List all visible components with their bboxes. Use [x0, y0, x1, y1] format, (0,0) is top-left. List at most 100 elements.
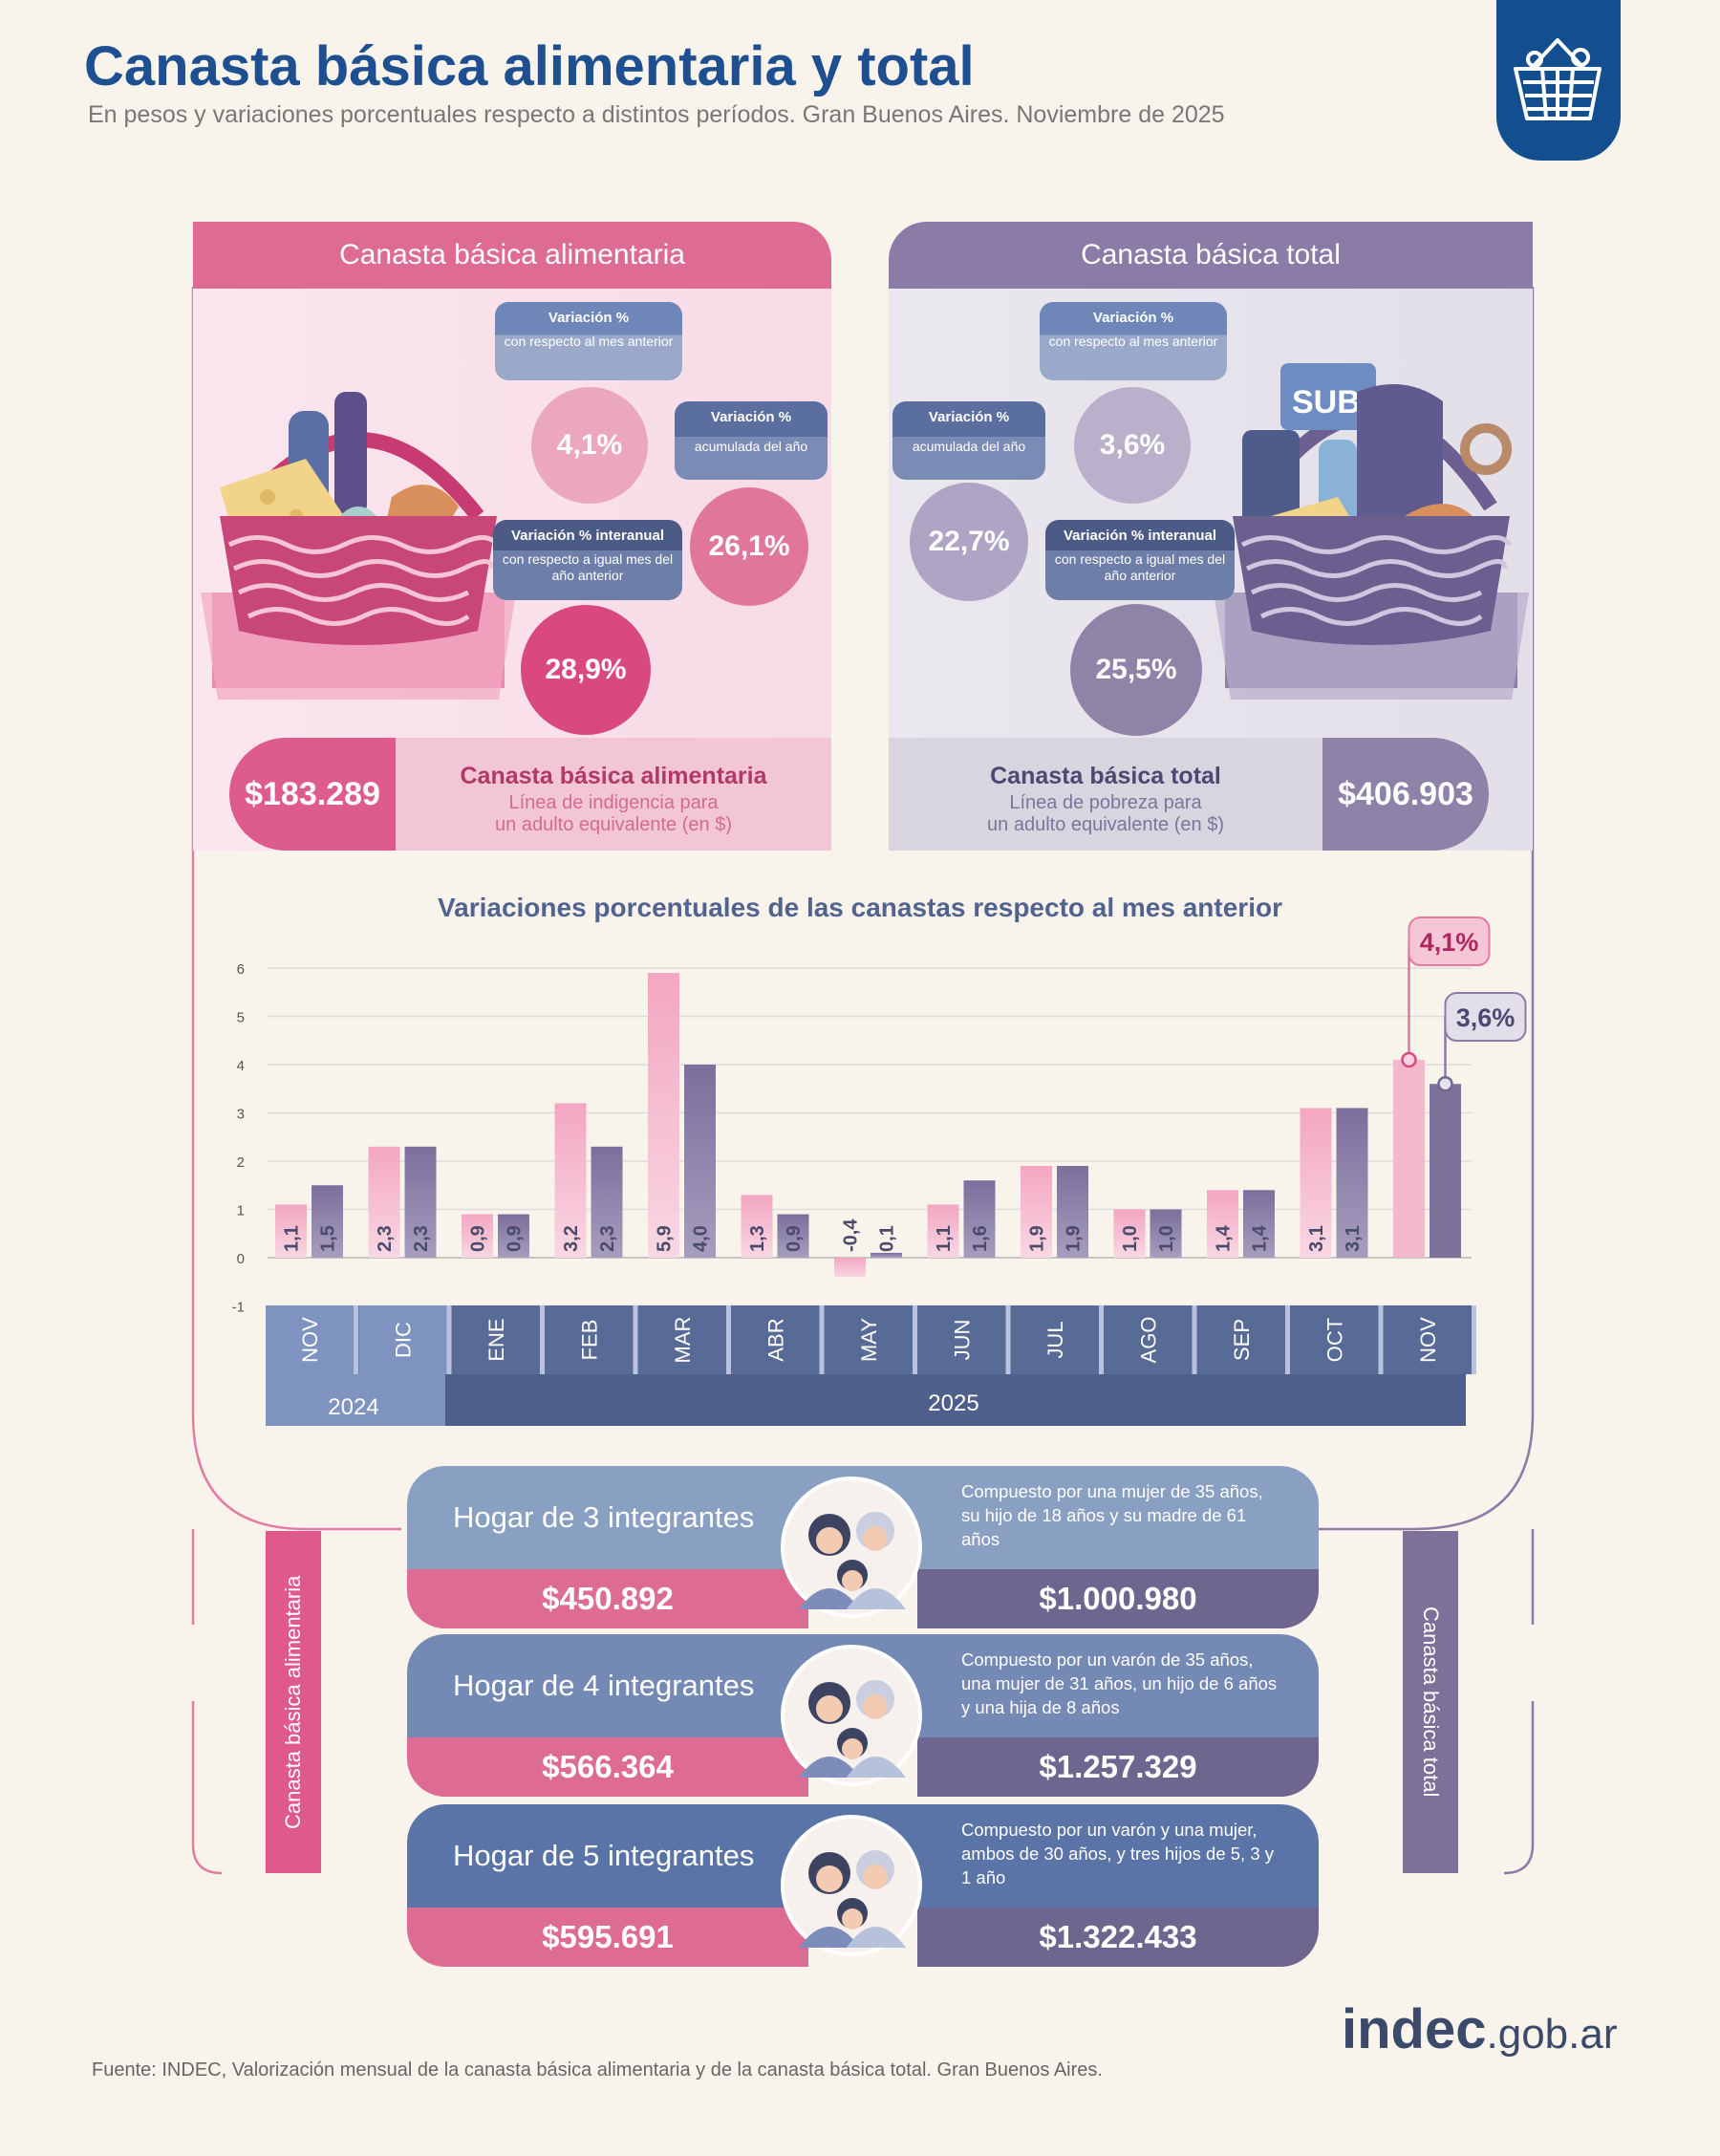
household-cba: $566.364	[407, 1737, 808, 1797]
month-cell	[1290, 1305, 1379, 1374]
month-divider	[1472, 1305, 1476, 1374]
food-basket-illustration	[201, 392, 516, 700]
total-yoy-tag: Variación % interanual con respecto a ig…	[1045, 520, 1235, 600]
callout-marker	[1437, 1075, 1453, 1092]
month-label: MAY	[857, 1318, 881, 1362]
alimentaria-ytd-bubble: 26,1%	[690, 487, 808, 606]
total-yoy-sub: con respecto a igual mes del año anterio…	[1054, 551, 1226, 583]
y-tick-label: 3	[237, 1107, 245, 1123]
bar	[368, 1146, 400, 1258]
year-label: 2025	[928, 1391, 978, 1416]
alimentaria-price-line1: Línea de indigencia para	[508, 792, 719, 813]
alimentaria-yoy-label: Variación % interanual	[510, 528, 665, 544]
bar	[871, 1252, 902, 1258]
bar	[1393, 1059, 1425, 1258]
y-tick-label: -1	[232, 1300, 245, 1316]
total-price-title: Canasta básica total	[990, 763, 1221, 789]
month-cell	[545, 1305, 634, 1374]
month-divider	[446, 1305, 452, 1374]
callout-box	[1444, 992, 1527, 1042]
household-description: Compuesto por un varón de 35 años, una m…	[961, 1649, 1278, 1717]
bar-value-label: 1,6	[970, 1225, 991, 1252]
callout-label: 3,6%	[1456, 1003, 1516, 1032]
total-yoy-label: Variación % interanual	[1063, 528, 1217, 544]
bar	[777, 1214, 809, 1258]
bar	[927, 1204, 959, 1258]
total-monthly-label: Variación %	[1092, 310, 1174, 326]
bar	[741, 1195, 773, 1258]
month-cell	[1197, 1305, 1285, 1374]
month-label: NOV	[298, 1317, 322, 1363]
side-label-total: Canasta básica total	[1403, 1531, 1458, 1873]
total-yoy-bubble: 25,5%	[1070, 604, 1202, 736]
bar	[275, 1204, 307, 1258]
bar-value-label: 3,1	[1306, 1225, 1327, 1252]
month-label: NOV	[1416, 1317, 1440, 1363]
bar	[648, 973, 679, 1258]
bar	[1207, 1190, 1238, 1258]
household-card: Hogar de 4 integrantes Compuesto por un v…	[407, 1634, 1319, 1797]
callout-marker	[1401, 1051, 1417, 1068]
household-title: Hogar de 5 integrantes	[453, 1839, 755, 1872]
bar	[834, 1258, 866, 1278]
bar	[591, 1146, 623, 1258]
month-label: ENE	[484, 1318, 508, 1361]
bar	[1113, 1209, 1146, 1258]
source-note: Fuente: INDEC, Valorización mensual de l…	[92, 2059, 1103, 2081]
bar	[684, 1065, 716, 1258]
page-subtitle: En pesos y variaciones porcentuales resp…	[88, 101, 1225, 128]
household-title: Hogar de 4 integrantes	[453, 1669, 755, 1702]
bar-value-label: 1,1	[934, 1225, 955, 1252]
month-cell	[1011, 1305, 1099, 1374]
bar-value-label: 0,9	[505, 1225, 526, 1252]
alimentaria-ytd-tag: Variación % acumulada del año	[675, 401, 828, 480]
total-heading: Canasta básica total	[889, 222, 1533, 289]
page-title: Canasta básica alimentaria y total	[84, 35, 975, 97]
household-description: Compuesto por una mujer de 35 años, su h…	[961, 1481, 1263, 1549]
month-divider	[819, 1305, 825, 1374]
month-divider	[1378, 1305, 1384, 1374]
month-divider	[1099, 1305, 1104, 1374]
bar-value-label: 0,1	[877, 1225, 898, 1252]
household-card: Hogar de 5 integrantes Compuesto por un v…	[407, 1804, 1319, 1967]
total-ytd-bubble: 22,7%	[910, 483, 1028, 601]
alimentaria-monthly-bubble: 4,1%	[531, 387, 648, 504]
bar-value-label: 1,1	[282, 1225, 303, 1252]
total-ytd-sub: acumulada del año	[912, 439, 1026, 454]
month-cell	[1104, 1305, 1193, 1374]
alimentaria-price: $183.289	[229, 738, 396, 851]
month-cell	[452, 1305, 540, 1374]
bar-value-label: 3,1	[1343, 1225, 1364, 1252]
total-monthly-tag: Variación % con respecto al mes anterior	[1040, 302, 1227, 380]
total-price-line2: un adulto equivalente (en $)	[987, 814, 1224, 835]
indec-logo-suffix: .gob.ar	[1486, 2011, 1618, 2058]
bar-value-label: 1,0	[1120, 1225, 1141, 1252]
month-cell	[638, 1305, 726, 1374]
bar	[312, 1185, 343, 1258]
month-label: JUN	[951, 1320, 975, 1361]
bar-value-label: 1,9	[1064, 1225, 1085, 1252]
month-divider	[1192, 1305, 1197, 1374]
bar-value-label: 1,5	[318, 1225, 339, 1252]
indec-logo: indec.gob.ar	[1342, 1997, 1617, 2061]
chart-title: Variaciones porcentuales de las canastas…	[438, 893, 1282, 922]
alimentaria-yoy-bubble: 28,9%	[521, 605, 651, 735]
month-cell	[358, 1305, 447, 1374]
alimentaria-ytd-label: Variación %	[710, 409, 792, 425]
total-basket-illustration: SUBE	[1214, 363, 1529, 700]
household-cbt: $1.000.980	[917, 1569, 1319, 1628]
alimentaria-price-pill: $183.289 Canasta básica alimentaria Líne…	[229, 738, 831, 851]
indec-logo-main: indec	[1342, 1998, 1487, 2060]
month-label: JUL	[1043, 1321, 1067, 1358]
bar-value-label: 5,9	[655, 1225, 676, 1252]
alimentaria-heading: Canasta básica alimentaria	[193, 222, 831, 289]
month-label: SEP	[1230, 1319, 1254, 1361]
month-label: FEB	[578, 1320, 602, 1361]
household-card: Hogar de 3 integrantes Compuesto por una …	[407, 1466, 1319, 1628]
bar-value-label: 2,3	[411, 1225, 432, 1252]
month-cell	[917, 1305, 1006, 1374]
family-illustration	[781, 1477, 922, 1618]
family-illustration	[781, 1815, 922, 1956]
bar-value-label: 1,4	[1214, 1224, 1235, 1252]
